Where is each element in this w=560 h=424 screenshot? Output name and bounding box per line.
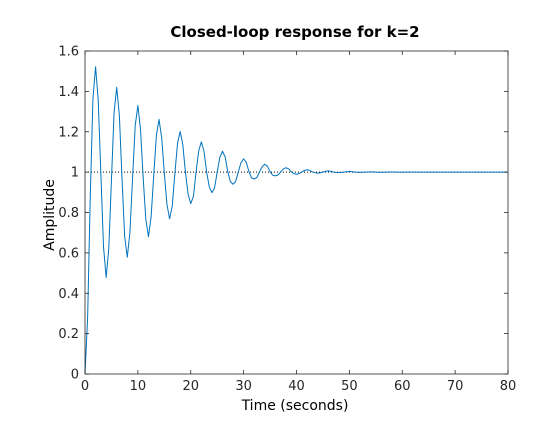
plot-layer (84, 51, 508, 375)
x-tick-label: 40 (288, 379, 305, 394)
chart-title: Closed-loop response for k=2 (170, 23, 419, 41)
y-tick-label: 1.2 (58, 125, 79, 140)
y-tick-label: 0.6 (58, 246, 79, 261)
x-axis-label: Time (seconds) (241, 398, 349, 414)
x-tick-label: 70 (447, 379, 464, 394)
x-tick-label: 20 (182, 379, 199, 394)
x-tick-label: 10 (130, 379, 147, 394)
x-tick-label: 30 (235, 379, 252, 394)
y-tick-label: 1.6 (58, 45, 79, 60)
axes-layer: 0 10 20 30 40 50 60 70 80 0 0.2 0.4 0.6 0.8 1 1.2 1.4 1.6 (58, 45, 516, 395)
y-tick-label: 1.4 (58, 85, 79, 100)
y-tick-label: 0.4 (58, 287, 79, 302)
plot-area (85, 51, 508, 374)
y-tick-label: 0.8 (58, 206, 79, 221)
y-tick-label: 0 (71, 368, 79, 383)
x-tick-label: 50 (341, 379, 358, 394)
y-tick-label: 1 (71, 166, 79, 181)
y-axis-label: Amplitude (42, 179, 58, 251)
x-tick-label: 80 (500, 379, 517, 394)
x-tick-label: 60 (394, 379, 411, 394)
x-tick-label: 0 (81, 379, 89, 394)
y-tick-label: 0.2 (58, 327, 79, 342)
series-line-0 (84, 66, 508, 375)
